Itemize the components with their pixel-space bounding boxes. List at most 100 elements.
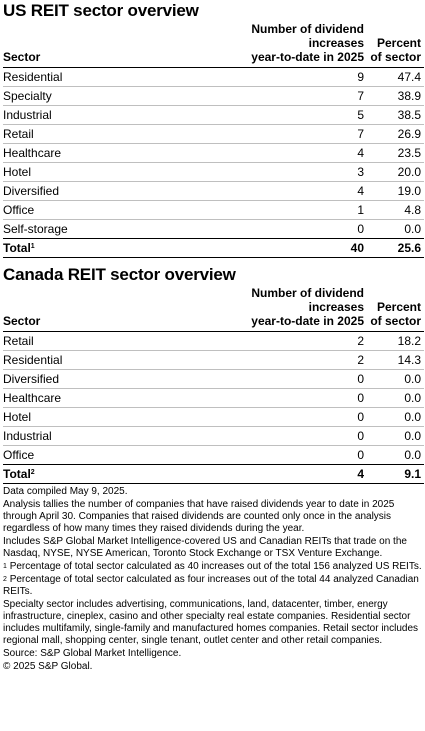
sector-cell: Industrial bbox=[3, 105, 203, 125]
note-copyright: © 2025 S&P Global. bbox=[3, 661, 93, 672]
us-table-title: US REIT sector overview bbox=[3, 1, 199, 20]
sector-cell: Self-storage bbox=[3, 219, 203, 239]
note-analysis: Analysis tallies the number of companies… bbox=[3, 499, 395, 534]
sector-cell: Retail bbox=[3, 331, 203, 351]
us-total-row: Total1 40 25.6 bbox=[3, 238, 424, 258]
note-retail: Retail sector includes regional mall, sh… bbox=[3, 623, 419, 646]
percent-cell: 0.0 bbox=[364, 426, 424, 446]
note-includes: Includes S&P Global Market Intelligence-… bbox=[3, 536, 407, 559]
increases-cell: 2 bbox=[203, 331, 364, 351]
increases-cell: 5 bbox=[203, 105, 364, 125]
increases-cell: 0 bbox=[203, 388, 364, 408]
increases-cell: 7 bbox=[203, 86, 364, 106]
increases-cell: 1 bbox=[203, 200, 364, 220]
sector-cell: Healthcare bbox=[3, 388, 203, 408]
increases-cell: 3 bbox=[203, 162, 364, 182]
sector-cell: Healthcare bbox=[3, 143, 203, 163]
percent-cell: 19.0 bbox=[364, 181, 424, 201]
increases-cell: 0 bbox=[203, 219, 364, 239]
footnote-1-marker: 1 bbox=[3, 563, 7, 570]
note-specialty: Specialty sector includes advertising, c… bbox=[3, 599, 388, 622]
percent-cell: 0.0 bbox=[364, 219, 424, 239]
percent-cell: 20.0 bbox=[364, 162, 424, 182]
increases-cell: 9 bbox=[203, 67, 364, 87]
sector-cell: Hotel bbox=[3, 162, 203, 182]
percent-cell: 38.9 bbox=[364, 86, 424, 106]
percent-cell: 23.5 bbox=[364, 143, 424, 163]
table-row: Diversified 0 0.0 bbox=[3, 369, 424, 389]
table-row: Residential 2 14.3 bbox=[3, 350, 424, 370]
table-row: Healthcare 0 0.0 bbox=[3, 388, 424, 408]
increases-cell: 7 bbox=[203, 124, 364, 144]
table-row: Industrial 0 0.0 bbox=[3, 426, 424, 446]
sector-cell: Hotel bbox=[3, 407, 203, 427]
percent-cell: 0.0 bbox=[364, 445, 424, 465]
table-row: Hotel 0 0.0 bbox=[3, 407, 424, 427]
percent-cell: 38.5 bbox=[364, 105, 424, 125]
footnote-marker: 2 bbox=[30, 469, 35, 476]
sector-cell: Diversified bbox=[3, 181, 203, 201]
total-percent: 25.6 bbox=[364, 238, 424, 258]
us-header-sector: Sector bbox=[3, 22, 203, 68]
increases-cell: 2 bbox=[203, 350, 364, 370]
footnotes: Data compiled May 9, 2025. Analysis tall… bbox=[0, 484, 425, 673]
increases-cell: 0 bbox=[203, 369, 364, 389]
table-row: Retail 2 18.2 bbox=[3, 331, 424, 351]
sector-cell: Specialty bbox=[3, 86, 203, 106]
increases-cell: 0 bbox=[203, 407, 364, 427]
table-row: Diversified 4 19.0 bbox=[3, 181, 424, 201]
percent-cell: 18.2 bbox=[364, 331, 424, 351]
sector-cell: Office bbox=[3, 200, 203, 220]
us-header-row: Sector Number of dividend increases year-… bbox=[3, 22, 424, 68]
sector-cell: Industrial bbox=[3, 426, 203, 446]
percent-cell: 26.9 bbox=[364, 124, 424, 144]
table-row: Office 0 0.0 bbox=[3, 445, 424, 465]
note-compiled: Data compiled May 9, 2025. bbox=[3, 486, 128, 497]
canada-reit-table: Sector Number of dividend increases year-… bbox=[3, 286, 424, 484]
us-header-increases: Number of dividend increases year-to-date… bbox=[203, 22, 364, 68]
canada-header-row: Sector Number of dividend increases year-… bbox=[3, 286, 424, 332]
table-row: Specialty 7 38.9 bbox=[3, 86, 424, 106]
canada-total-row: Total2 4 9.1 bbox=[3, 464, 424, 484]
note-footnote-1: 1 Percentage of total sector calculated … bbox=[3, 561, 422, 572]
sector-cell: Retail bbox=[3, 124, 203, 144]
total-increases: 4 bbox=[203, 464, 364, 484]
table-row: Industrial 5 38.5 bbox=[3, 105, 424, 125]
sector-cell: Residential bbox=[3, 350, 203, 370]
us-reit-table: Sector Number of dividend increases year-… bbox=[3, 22, 424, 258]
sector-cell: Diversified bbox=[3, 369, 203, 389]
note-specialty-residential-retail: Specialty sector includes advertising, c… bbox=[3, 599, 422, 647]
percent-cell: 0.0 bbox=[364, 369, 424, 389]
total-label: Total2 bbox=[3, 464, 203, 484]
note-residential: Residential sector includes multifamily,… bbox=[3, 611, 411, 634]
percent-cell: 0.0 bbox=[364, 407, 424, 427]
canada-header-sector: Sector bbox=[3, 286, 203, 332]
increases-cell: 4 bbox=[203, 143, 364, 163]
percent-cell: 4.8 bbox=[364, 200, 424, 220]
table-row: Retail 7 26.9 bbox=[3, 124, 424, 144]
table-row: Self-storage 0 0.0 bbox=[3, 219, 424, 239]
table-row: Office 1 4.8 bbox=[3, 200, 424, 220]
percent-cell: 0.0 bbox=[364, 388, 424, 408]
footnote-2-marker: 2 bbox=[3, 576, 7, 583]
total-percent: 9.1 bbox=[364, 464, 424, 484]
total-label: Total1 bbox=[3, 238, 203, 258]
us-header-percent: Percent of sector bbox=[364, 22, 424, 68]
sector-cell: Office bbox=[3, 445, 203, 465]
canada-header-percent: Percent of sector bbox=[364, 286, 424, 332]
table-row: Hotel 3 20.0 bbox=[3, 162, 424, 182]
footnote-marker: 1 bbox=[30, 243, 35, 250]
increases-cell: 0 bbox=[203, 445, 364, 465]
canada-header-increases: Number of dividend increases year-to-date… bbox=[203, 286, 364, 332]
canada-table-title: Canada REIT sector overview bbox=[3, 265, 236, 284]
table-row: Residential 9 47.4 bbox=[3, 67, 424, 87]
percent-cell: 14.3 bbox=[364, 350, 424, 370]
percent-cell: 47.4 bbox=[364, 67, 424, 87]
note-footnote-2: 2 Percentage of total sector calculated … bbox=[3, 574, 419, 597]
total-increases: 40 bbox=[203, 238, 364, 258]
sector-cell: Residential bbox=[3, 67, 203, 87]
increases-cell: 0 bbox=[203, 426, 364, 446]
note-source: Source: S&P Global Market Intelligence. bbox=[3, 648, 182, 659]
increases-cell: 4 bbox=[203, 181, 364, 201]
